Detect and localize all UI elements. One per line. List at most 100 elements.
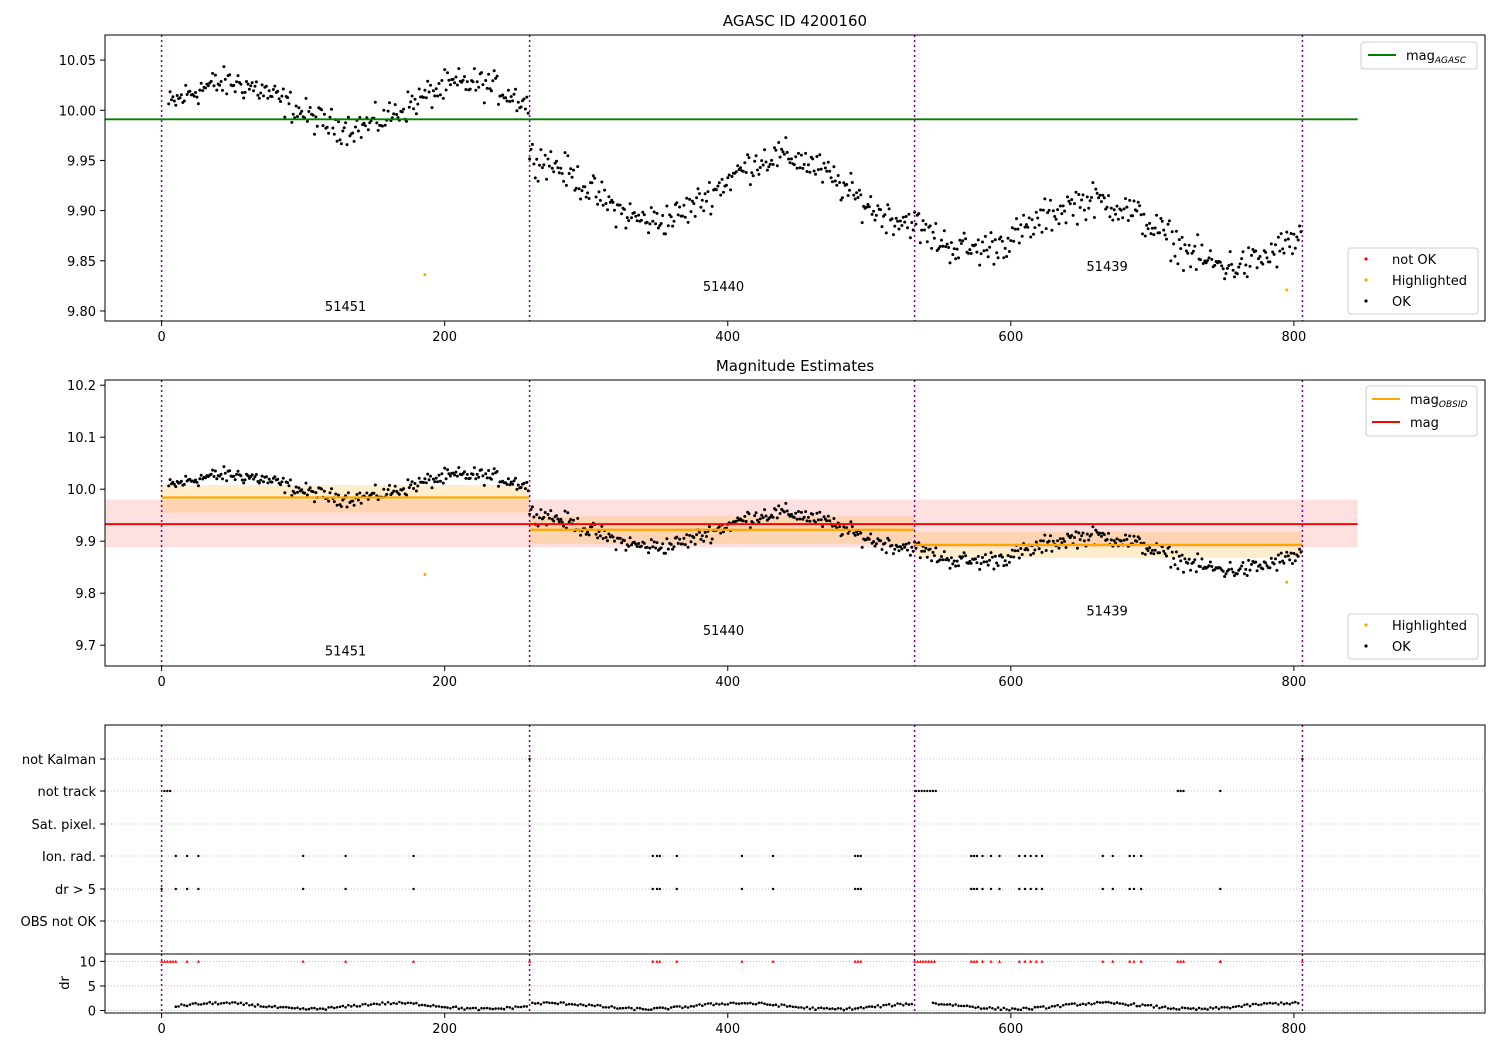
panel-1-ytick-label: 9.95	[67, 154, 96, 169]
ok-point	[942, 550, 946, 554]
ok-point	[1046, 211, 1050, 215]
ok-point	[683, 215, 687, 219]
ok-point	[739, 166, 742, 170]
ok-point	[625, 216, 629, 220]
dr-clipped-marker	[1017, 959, 1021, 963]
ok-point	[219, 472, 223, 476]
ok-point	[812, 169, 816, 173]
ok-point	[362, 121, 366, 125]
ok-point	[627, 544, 631, 548]
ok-point	[583, 185, 587, 189]
ok-point	[536, 524, 540, 528]
dr-point	[1209, 1006, 1212, 1009]
flag-marker	[675, 887, 678, 891]
ok-point	[546, 512, 550, 516]
dr-point	[999, 1008, 1003, 1012]
highlighted-point	[1285, 580, 1289, 584]
ok-point	[1158, 231, 1161, 235]
dr-point	[701, 1004, 704, 1007]
ok-point	[322, 112, 326, 116]
ok-point	[1108, 215, 1112, 219]
ok-point	[686, 220, 690, 224]
svg-text:magOBSID: magOBSID	[1410, 393, 1468, 410]
ok-point	[552, 519, 556, 523]
ok-point	[903, 545, 907, 549]
ok-point	[785, 509, 789, 513]
dr-point	[584, 1004, 588, 1008]
ok-point	[1296, 554, 1300, 558]
ok-point	[808, 170, 812, 174]
dr-point	[851, 1008, 854, 1011]
ok-point	[430, 106, 434, 110]
ok-point	[533, 176, 537, 180]
flag-marker	[972, 854, 976, 858]
dr-point	[785, 1005, 789, 1008]
flag-marker	[1035, 887, 1038, 891]
ok-point	[747, 512, 751, 516]
ok-point	[211, 71, 215, 75]
ok-point	[754, 154, 758, 158]
ok-point	[194, 91, 198, 94]
ok-point	[716, 184, 720, 188]
ok-point	[1037, 223, 1041, 227]
dr-point	[757, 1001, 761, 1005]
dr-clipped-marker	[675, 959, 679, 963]
ok-point	[286, 481, 290, 485]
dr-clipped-marker	[160, 959, 164, 963]
ok-point	[239, 82, 243, 86]
dr-clipped-marker	[528, 959, 532, 963]
dr-point	[239, 1001, 243, 1005]
ok-point	[257, 96, 261, 100]
ok-point	[964, 237, 968, 241]
ok-point	[648, 546, 652, 550]
ok-point	[1289, 232, 1293, 235]
dr-point	[460, 1006, 464, 1010]
ok-point	[720, 177, 724, 181]
ok-point	[264, 475, 268, 479]
dr-point	[1104, 1000, 1107, 1004]
ok-point	[174, 485, 178, 489]
ok-point	[168, 478, 172, 482]
dr-point	[1257, 1003, 1260, 1007]
ok-point	[637, 542, 641, 545]
ok-point	[628, 536, 632, 540]
ok-point	[685, 196, 689, 200]
ok-point	[690, 199, 694, 203]
dr-point	[565, 1003, 568, 1006]
dr-point	[1195, 1008, 1198, 1011]
ok-point	[206, 84, 210, 88]
dr-point	[1047, 1006, 1051, 1009]
ok-point	[1009, 555, 1013, 559]
ok-point	[748, 183, 752, 187]
ok-point	[744, 171, 748, 174]
dr-clipped-marker	[1101, 959, 1105, 963]
ok-point	[221, 88, 224, 92]
ok-point	[563, 151, 567, 155]
dr-point	[582, 1003, 585, 1007]
ok-point	[947, 246, 951, 249]
dr-point	[454, 1005, 458, 1008]
ok-point	[1264, 561, 1268, 565]
ok-point	[1170, 550, 1174, 554]
dr-point	[491, 1007, 495, 1011]
ok-point	[1105, 538, 1109, 541]
ok-point	[1174, 550, 1178, 554]
ok-point	[1061, 537, 1065, 541]
ok-point	[1122, 538, 1126, 542]
dr-point	[245, 1002, 248, 1005]
ok-point	[532, 162, 536, 166]
flag-marker	[854, 887, 857, 891]
flag-marker	[655, 854, 659, 858]
ok-point	[709, 541, 713, 545]
ok-point	[1295, 235, 1299, 239]
ok-point	[856, 196, 860, 199]
ok-point	[1043, 197, 1047, 201]
ok-point	[681, 214, 684, 218]
ok-point	[986, 255, 990, 259]
ok-point	[874, 542, 878, 546]
dr-point	[265, 1005, 268, 1009]
dr-point	[1158, 1006, 1161, 1010]
dr-point	[624, 1006, 628, 1010]
ok-point	[736, 164, 740, 168]
ok-point	[471, 473, 475, 476]
